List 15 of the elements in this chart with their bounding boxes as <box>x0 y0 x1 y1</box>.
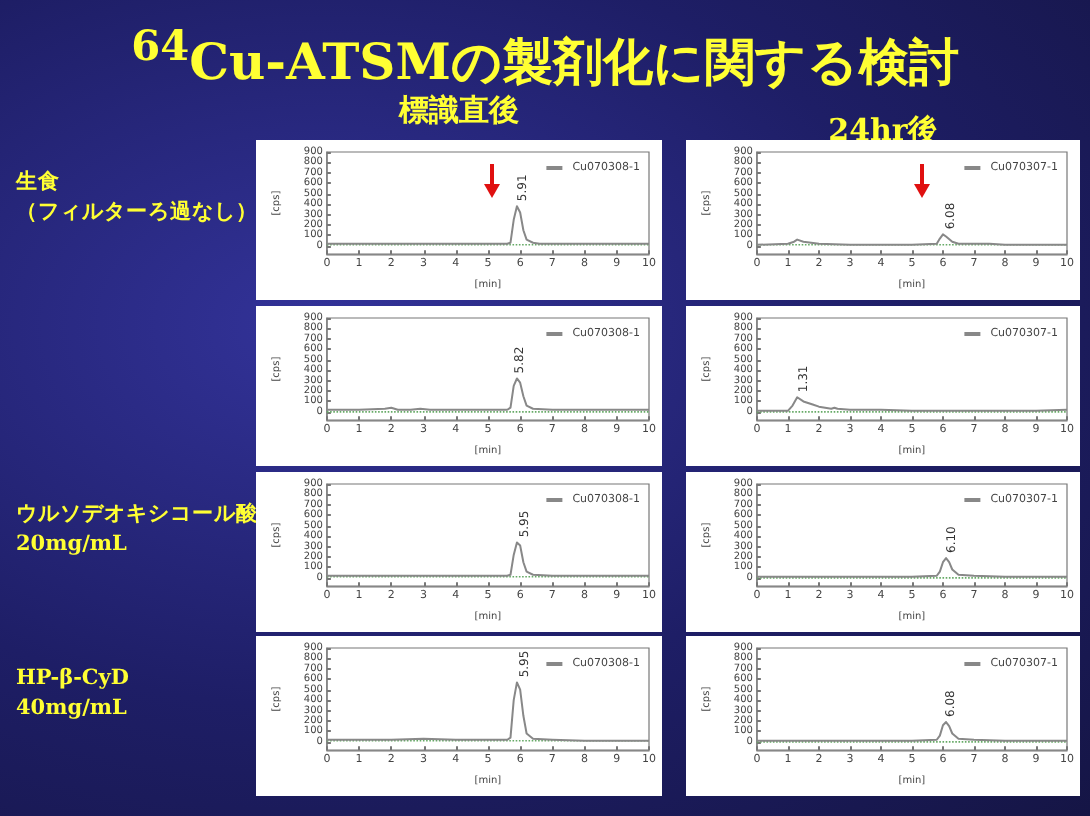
line-series <box>325 205 650 245</box>
text: 生食 <box>16 168 62 198</box>
line-series <box>325 541 650 577</box>
line-series <box>325 681 650 742</box>
line-series <box>755 721 1068 742</box>
text: 20mg/mL <box>16 530 129 560</box>
line-series <box>755 557 1068 578</box>
line-series <box>325 377 650 411</box>
text: （フィルターろ過なし） <box>16 198 258 228</box>
line-series <box>755 396 1068 412</box>
chart-title: $^{64}$Cu-ATSMの製剤化に関する検討 <box>129 20 961 94</box>
chart-subtitle: 標識直後 <box>396 92 521 130</box>
text: HP-β-CyD <box>16 664 131 694</box>
text: 40mg/mL <box>16 694 129 724</box>
text: ウルソデオキシコール酸 <box>16 500 258 530</box>
